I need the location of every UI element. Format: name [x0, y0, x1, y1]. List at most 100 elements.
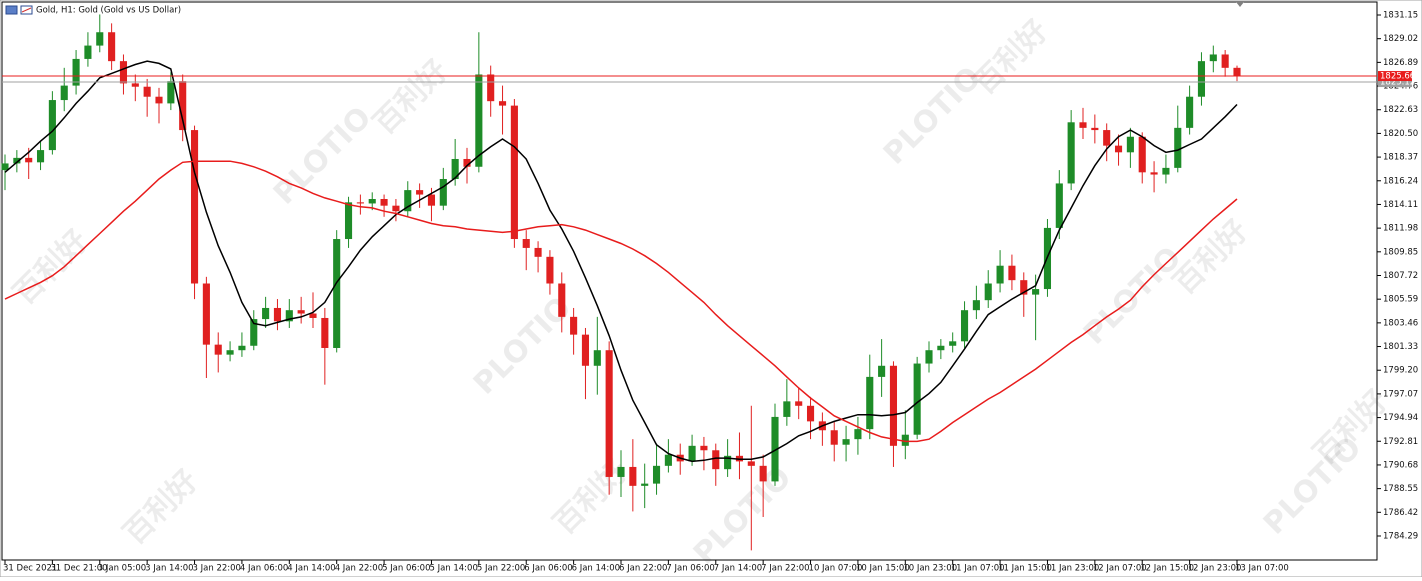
- candle-body: [795, 401, 803, 406]
- x-tick-label: 5 Jan 06:00: [382, 564, 430, 574]
- y-tick-label: 1799.20: [1383, 366, 1418, 376]
- candle-body: [427, 194, 436, 206]
- y-tick-label: 1811.98: [1383, 224, 1418, 234]
- y-tick-label: 1831.15: [1383, 11, 1418, 21]
- x-tick-label: 31 Dec 2021: [3, 564, 57, 574]
- x-tick-label: 5 Jan 22:00: [477, 564, 525, 574]
- candle-body: [1138, 136, 1146, 173]
- candle-body: [463, 158, 471, 167]
- candle-body: [925, 350, 933, 364]
- candle-body: [333, 239, 341, 348]
- candle-body: [1020, 280, 1028, 295]
- candle-body: [617, 466, 625, 477]
- candle-body: [1197, 61, 1206, 97]
- x-tick-label: 7 Jan 06:00: [666, 564, 714, 574]
- x-tick-label: 6 Jan 14:00: [572, 564, 620, 574]
- y-tick-label: 1797.07: [1383, 389, 1418, 399]
- candle-body: [1162, 167, 1170, 175]
- candle-body: [878, 365, 886, 377]
- x-tick-label: 6 Jan 22:00: [619, 564, 667, 574]
- moving-average-line: [4, 160, 1238, 443]
- candle-body: [830, 430, 838, 445]
- x-tick-label: 5 Jan 14:00: [429, 564, 477, 574]
- x-tick-label: 3 Jan 05:00: [98, 564, 146, 574]
- candle-body: [1079, 122, 1087, 128]
- candle-body: [534, 247, 542, 257]
- candle-body: [724, 455, 732, 470]
- y-tick-label: 1814.11: [1383, 200, 1418, 210]
- candle-body: [297, 310, 305, 314]
- x-tick-label: 7 Jan 14:00: [714, 564, 762, 574]
- y-tick-label: 1818.37: [1383, 153, 1418, 163]
- y-tick-label: 1816.24: [1383, 176, 1418, 186]
- candle-body: [1091, 127, 1099, 131]
- candle-body: [1008, 265, 1016, 281]
- candle-body: [214, 344, 222, 355]
- candle-body: [487, 74, 495, 102]
- chart-icon: [5, 5, 33, 15]
- moving-average-line: [4, 60, 1238, 463]
- price-label-box: [1378, 71, 1412, 82]
- y-tick-label: 1801.33: [1383, 342, 1418, 352]
- candle-body: [392, 205, 400, 212]
- candle-body: [285, 310, 293, 322]
- candle-body: [960, 310, 969, 342]
- candle-body: [36, 150, 45, 163]
- x-tick-label: 10 Jan 15:00: [856, 564, 910, 574]
- candle-body: [593, 350, 601, 366]
- candle-body: [1186, 96, 1194, 128]
- candle-body: [1114, 145, 1123, 153]
- y-tick-label: 1794.94: [1383, 413, 1418, 423]
- y-tick-label: 1809.85: [1383, 247, 1418, 257]
- candle-body: [498, 101, 507, 106]
- candle-body: [546, 256, 554, 284]
- candle-body: [344, 202, 353, 240]
- candle-body: [996, 265, 1004, 284]
- price-label-box: [1378, 77, 1412, 88]
- y-tick-label: 1790.68: [1383, 460, 1418, 470]
- shift-marker: [1236, 2, 1244, 7]
- y-tick-label: 1826.89: [1383, 58, 1418, 68]
- candle-body: [143, 86, 151, 97]
- candle-body: [570, 316, 578, 335]
- candle-body: [700, 445, 708, 451]
- candle-body: [937, 345, 945, 351]
- candle-body: [321, 317, 329, 348]
- candle-body: [522, 239, 530, 248]
- plot-frame: [1, 1, 1378, 561]
- x-tick-label: 3 Jan 14:00: [145, 564, 193, 574]
- candle-body: [1221, 54, 1229, 68]
- candle-body: [416, 190, 424, 195]
- candle-body: [949, 341, 957, 346]
- candle-body: [108, 32, 116, 62]
- candle-body: [179, 81, 187, 131]
- candle-body: [356, 202, 364, 204]
- x-tick-label: 11 Jan 23:00: [1045, 564, 1099, 574]
- candle-body: [167, 81, 175, 104]
- candle-body: [439, 178, 447, 206]
- x-tick-label: 7 Jan 22:00: [761, 564, 809, 574]
- candle-body: [1055, 183, 1063, 228]
- candle-body: [1, 163, 9, 171]
- candle-body: [1103, 130, 1111, 146]
- candle-body: [250, 319, 258, 346]
- candle-body: [1233, 67, 1241, 77]
- x-tick-label: 12 Jan 07:00: [1093, 564, 1147, 574]
- candle-body: [238, 345, 246, 351]
- x-tick-label: 6 Jan 06:00: [524, 564, 572, 574]
- x-tick-label: 12 Jan 15:00: [1140, 564, 1194, 574]
- y-tick-label: 1829.02: [1383, 34, 1418, 44]
- candle-body: [605, 350, 613, 477]
- candle-body: [688, 445, 696, 462]
- candle-body: [202, 283, 210, 345]
- candle-body: [558, 283, 566, 317]
- candle-body: [25, 157, 33, 163]
- candle-body: [96, 32, 104, 46]
- candle-body: [783, 401, 791, 417]
- candle-body: [771, 416, 779, 482]
- candle-body: [854, 429, 862, 440]
- candle-body: [1126, 136, 1134, 153]
- price-label: 1825.66: [1380, 72, 1415, 82]
- x-tick-label: 31 Dec 21:00: [50, 564, 107, 574]
